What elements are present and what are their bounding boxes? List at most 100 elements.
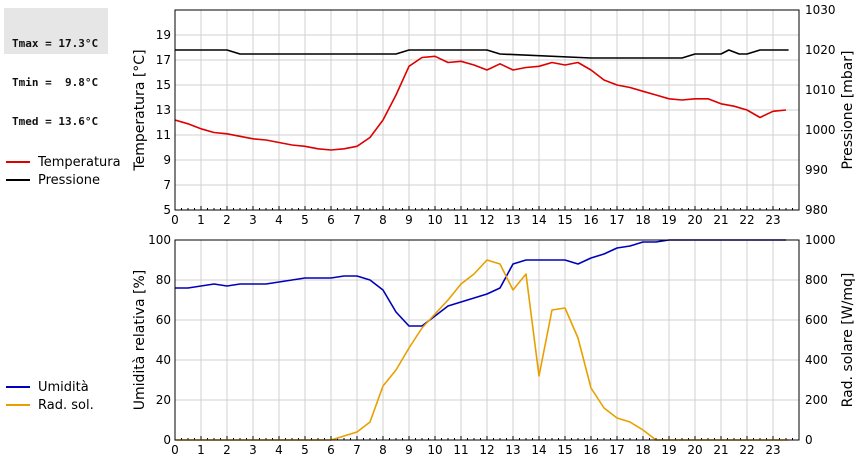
top-x-tick-label: 6 (327, 213, 335, 227)
top-x-tick-label: 12 (479, 213, 494, 227)
legend-swatch-radsol (6, 404, 30, 406)
bottom-y2-tick-label: 200 (805, 393, 828, 407)
bottom-x-tick-label: 7 (353, 443, 361, 457)
bottom-x-tick-label: 2 (223, 443, 231, 457)
top-x-tick-label: 5 (301, 213, 309, 227)
legend-swatch-pressione (6, 179, 30, 181)
top-y-axis-title: Temperatura [°C] (132, 49, 148, 171)
bottom-y-tick-label: 0 (163, 433, 171, 447)
top-y-tick-label: 5 (163, 203, 171, 217)
top-y2-axis-title: Pressione [mbar] (840, 50, 856, 169)
top-x-tick-label: 7 (353, 213, 361, 227)
bottom-x-tick-label: 8 (379, 443, 387, 457)
legend-swatch-temperatura (6, 161, 30, 163)
stat-tmax: Tmax = 17.3°C (12, 37, 99, 50)
top-series-temperatura (174, 55, 787, 151)
top-y2-tick-label: 1030 (805, 3, 836, 17)
top-y-tick-label: 7 (163, 178, 171, 192)
top-x-tick-label: 1 (197, 213, 205, 227)
top-y-tick-label: 19 (156, 28, 171, 42)
bottom-y2-tick-label: 400 (805, 353, 828, 367)
bottom-x-tick-label: 11 (453, 443, 468, 457)
top-x-tick-label: 19 (661, 213, 676, 227)
bottom-y-axis-title: Umidità relativa [%] (132, 270, 148, 411)
bottom-x-tick-label: 16 (583, 443, 598, 457)
top-series-pressione (175, 49, 789, 59)
top-y2-tick-label: 1010 (805, 83, 836, 97)
bottom-y2-tick-label: 600 (805, 313, 828, 327)
bottom-x-tick-label: 22 (739, 443, 754, 457)
top-y-tick-label: 13 (156, 103, 171, 117)
top-x-tick-label: 16 (583, 213, 598, 227)
top-y2-tick-label: 980 (805, 203, 828, 217)
bottom-plot-frame (174, 239, 800, 441)
bottom-y2-axis-title: Rad. solare [W/mq] (840, 273, 856, 408)
bottom-x-tick-label: 6 (327, 443, 335, 457)
bottom-series-radsol (175, 259, 789, 441)
bottom-x-tick-label: 17 (609, 443, 624, 457)
top-x-tick-label: 4 (275, 213, 283, 227)
bottom-y-tick-label: 20 (156, 393, 171, 407)
bottom-x-tick-label: 15 (557, 443, 572, 457)
bottom-x-tick-label: 5 (301, 443, 309, 457)
legend-label-radsol: Rad. sol. (38, 397, 94, 413)
bottom-x-tick-label: 18 (635, 443, 650, 457)
bottom-x-tick-label: 23 (765, 443, 780, 457)
top-y2-tick-label: 1000 (805, 123, 836, 137)
top-x-tick-label: 8 (379, 213, 387, 227)
top-x-tick-label: 14 (531, 213, 546, 227)
legend-item-radsol: Rad. sol. (6, 396, 94, 414)
stat-tmed: Tmed = 13.6°C (12, 115, 99, 128)
bottom-x-tick-label: 21 (713, 443, 728, 457)
legend-item-pressione: Pressione (6, 171, 121, 189)
legend-label-umidita: Umidità (38, 379, 89, 395)
top-y-tick-label: 15 (156, 78, 171, 92)
bottom-y-tick-label: 100 (148, 233, 171, 247)
bottom-x-tick-label: 19 (661, 443, 676, 457)
top-x-tick-label: 9 (405, 213, 413, 227)
bottom-x-tick-label: 13 (505, 443, 520, 457)
bottom-y-tick-label: 80 (156, 273, 171, 287)
top-x-tick-label: 10 (427, 213, 442, 227)
bottom-x-tick-label: 1 (197, 443, 205, 457)
top-x-tick-label: 2 (223, 213, 231, 227)
bottom-x-tick-label: 20 (687, 443, 702, 457)
top-x-tick-label: 18 (635, 213, 650, 227)
top-x-tick-label: 23 (765, 213, 780, 227)
top-y2-tick-label: 1020 (805, 43, 836, 57)
top-x-tick-label: 21 (713, 213, 728, 227)
top-x-tick-label: 17 (609, 213, 624, 227)
bottom-y-tick-label: 60 (156, 313, 171, 327)
top-x-tick-label: 20 (687, 213, 702, 227)
bottom-x-tick-label: 0 (171, 443, 179, 457)
top-x-tick-label: 22 (739, 213, 754, 227)
bottom-x-tick-label: 4 (275, 443, 283, 457)
legend-label-temperatura: Temperatura (38, 154, 121, 170)
top-x-tick-label: 15 (557, 213, 572, 227)
top-x-tick-label: 13 (505, 213, 520, 227)
top-x-tick-label: 0 (171, 213, 179, 227)
bottom-x-tick-label: 12 (479, 443, 494, 457)
top-x-tick-label: 3 (249, 213, 257, 227)
top-plot-frame (174, 9, 800, 211)
top-y-tick-label: 9 (163, 153, 171, 167)
legend-item-temperatura: Temperatura (6, 153, 121, 171)
legend-item-umidita: Umidità (6, 378, 94, 396)
bottom-x-tick-label: 10 (427, 443, 442, 457)
bottom-x-tick-label: 9 (405, 443, 413, 457)
top-y-tick-label: 17 (156, 53, 171, 67)
top-y-tick-label: 11 (156, 128, 171, 142)
legend-swatch-umidita (6, 386, 30, 388)
legend-label-pressione: Pressione (38, 172, 101, 188)
bottom-y2-tick-label: 1000 (805, 233, 836, 247)
stats-box: Tmax = 17.3°C Tmin = 9.8°C Tmed = 13.6°C (4, 8, 108, 128)
bottom-y2-tick-label: 0 (805, 433, 813, 447)
bottom-y2-tick-label: 800 (805, 273, 828, 287)
bottom-x-tick-label: 14 (531, 443, 546, 457)
top-y2-tick-label: 990 (805, 163, 828, 177)
stat-tmin: Tmin = 9.8°C (12, 76, 99, 89)
legend-bottom: Umidità Rad. sol. (6, 378, 94, 414)
bottom-x-tick-label: 3 (249, 443, 257, 457)
bottom-series-umidita (175, 239, 786, 327)
